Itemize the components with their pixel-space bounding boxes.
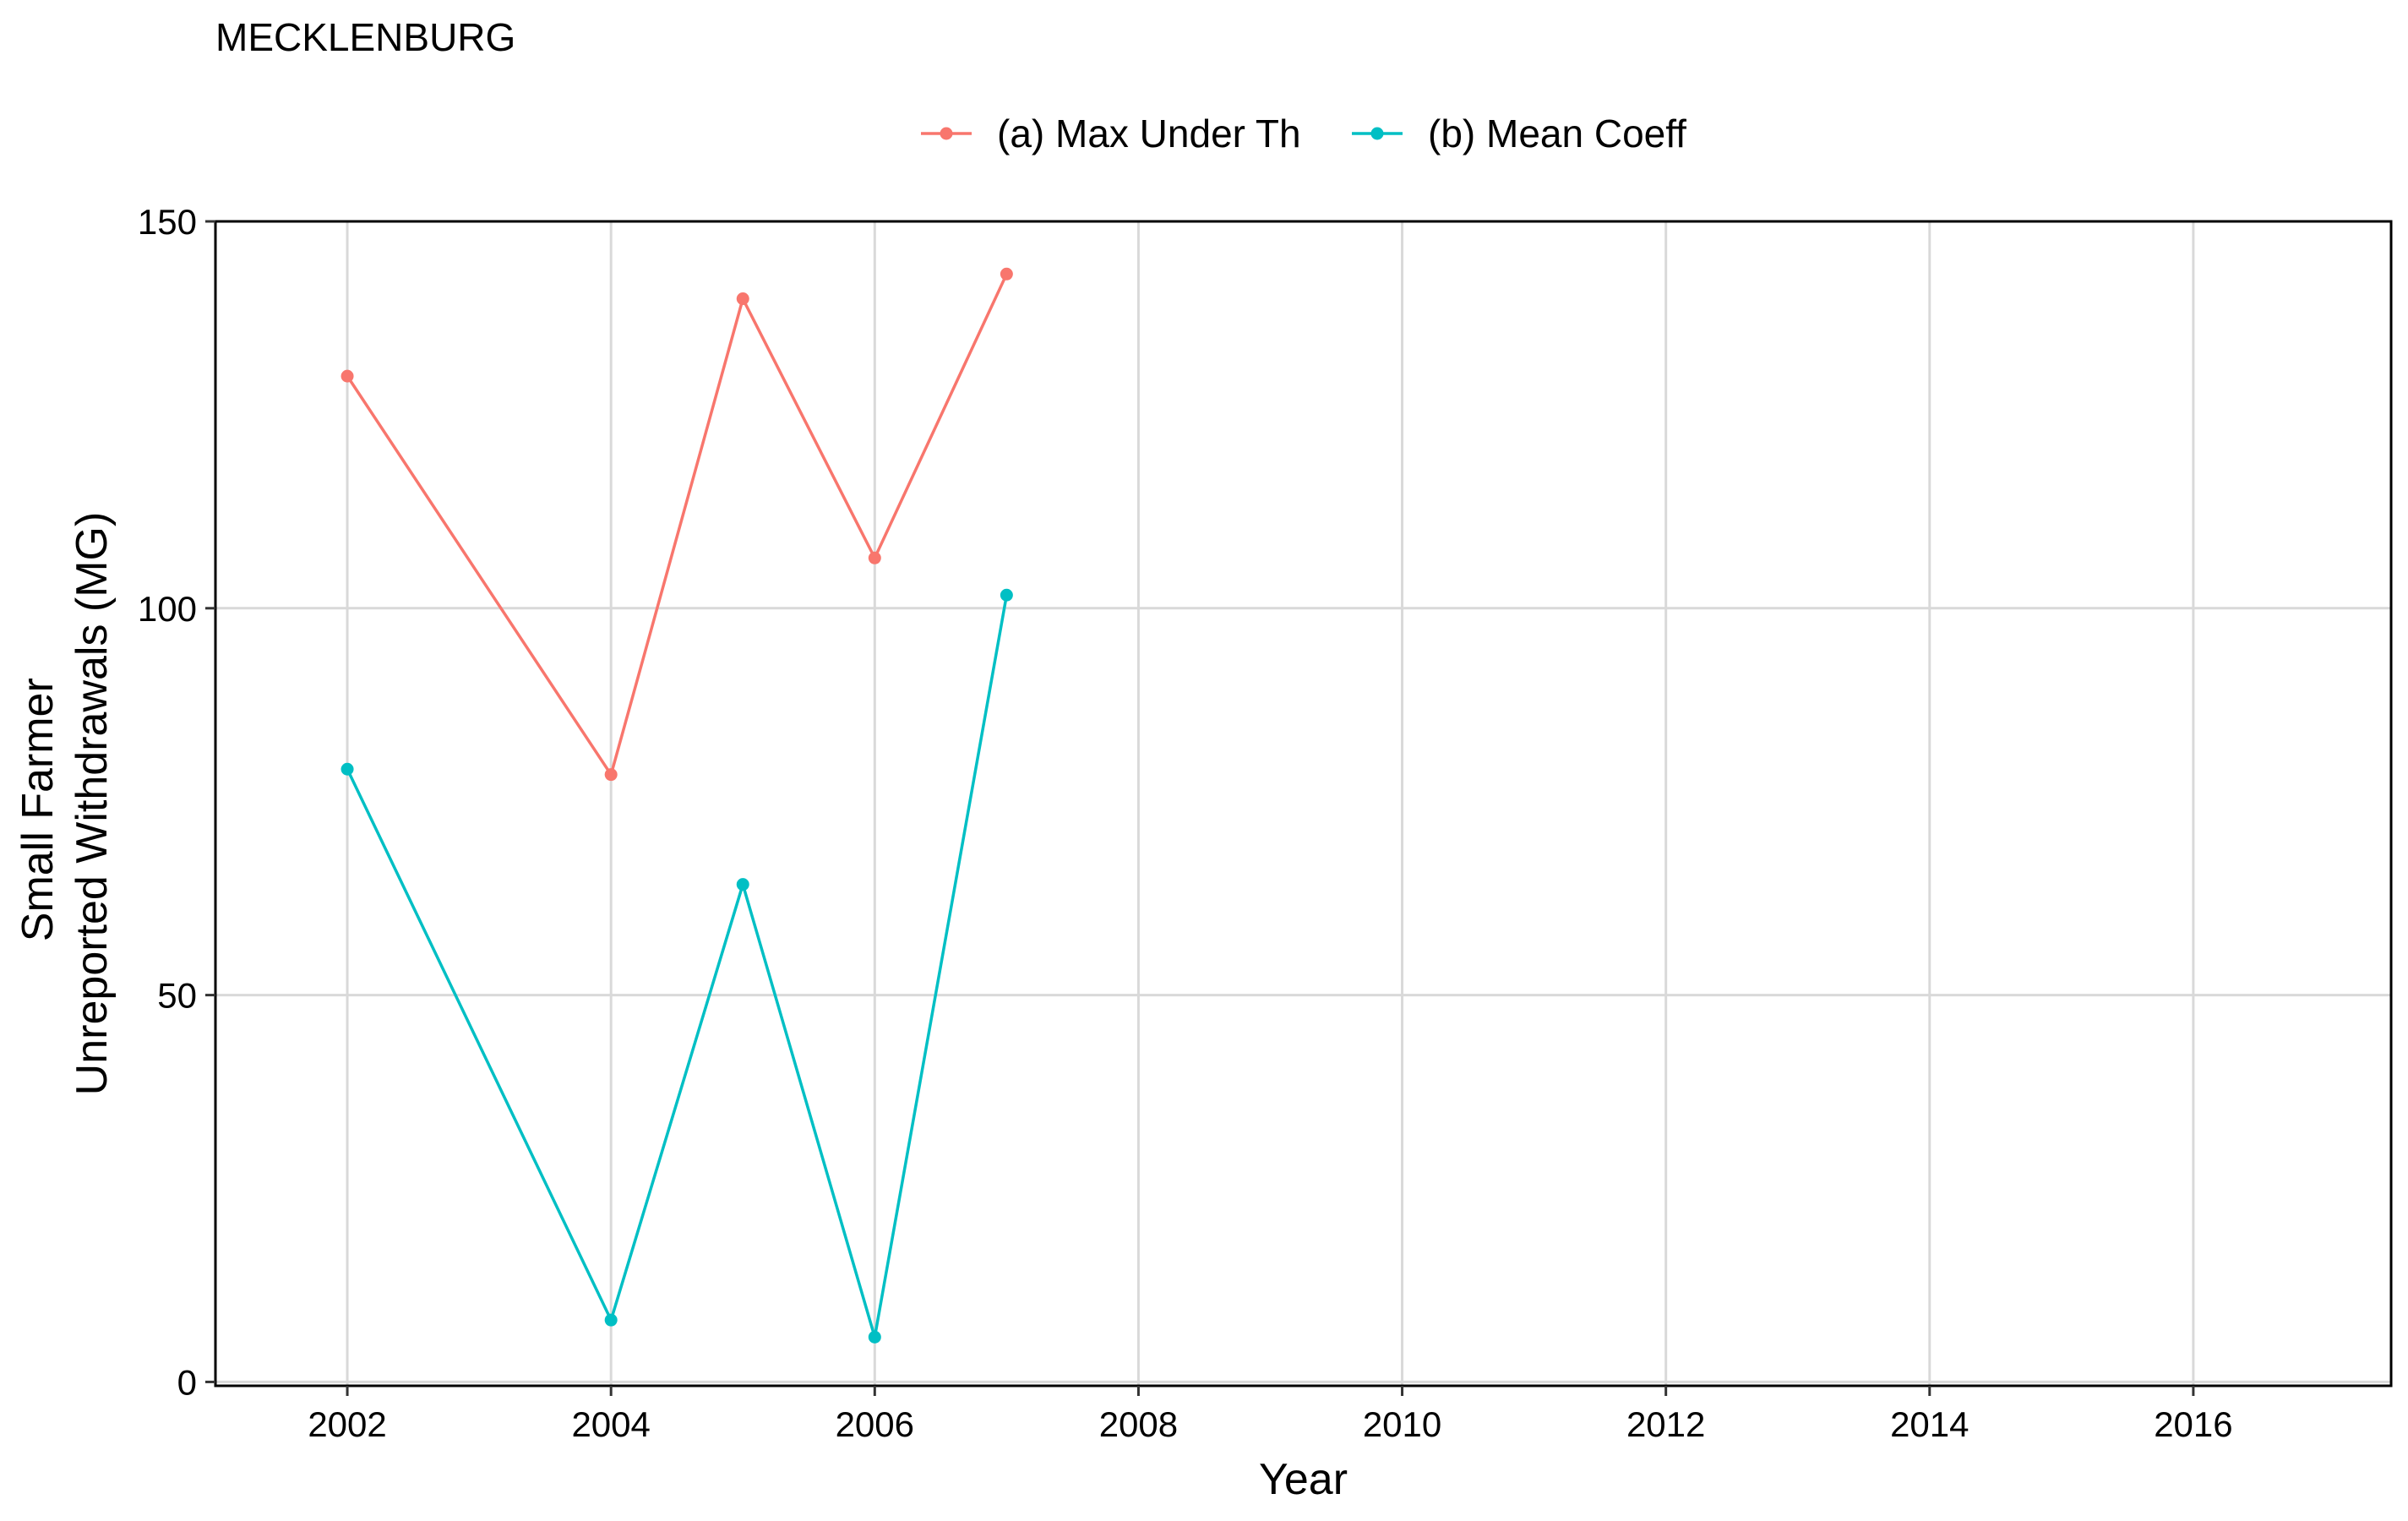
x-tick-label: 2010 [1363, 1404, 1441, 1444]
series-2 [340, 588, 1013, 1344]
y-axis-title-line-1: Small Farmer [14, 678, 63, 941]
data-point [1000, 267, 1013, 281]
y-tick-label: 150 [138, 202, 197, 242]
x-tick-label: 2014 [1890, 1404, 1969, 1444]
data-point [736, 878, 749, 891]
x-tick-label: 2004 [571, 1404, 650, 1444]
data-point [868, 1330, 881, 1344]
x-axis-title: Year [1259, 1455, 1348, 1504]
y-tick-label: 0 [177, 1362, 197, 1402]
y-tick-label: 100 [138, 589, 197, 629]
data-point [1000, 588, 1013, 602]
panel-border [214, 220, 2393, 1387]
y-axis-title: Small Farmer Unreported Withdrawals (MG) [14, 512, 117, 1096]
x-axis: 2002 2004 2006 2008 2010 2012 2014 2016 [308, 1386, 2233, 1444]
x-tick-label: 2008 [1099, 1404, 1178, 1444]
data-point [736, 292, 749, 306]
data-point [868, 551, 881, 564]
legend-key-point [940, 127, 953, 140]
x-tick-label: 2002 [308, 1404, 386, 1444]
data-point [604, 768, 618, 782]
legend-entry-1: (a) Max Under Th [921, 112, 1301, 155]
series-layer [340, 267, 1013, 1344]
data-point [340, 762, 354, 776]
data-point [340, 369, 354, 383]
data-point [604, 1313, 618, 1327]
x-tick-label: 2006 [836, 1404, 914, 1444]
legend-label: (b) Mean Coeff [1428, 112, 1686, 155]
y-axis: 0 50 100 150 [138, 202, 215, 1402]
legend: (a) Max Under Th (b) Mean Coeff [921, 112, 1686, 155]
legend-key-point [1370, 127, 1384, 140]
series-1 [340, 267, 1013, 782]
x-tick-label: 2016 [2154, 1404, 2232, 1444]
chart-title: MECKLENBURG [215, 15, 515, 59]
y-axis-title-line-2: Unreported Withdrawals (MG) [68, 512, 117, 1096]
y-tick-label: 50 [157, 976, 197, 1016]
x-tick-label: 2012 [1626, 1404, 1705, 1444]
legend-label: (a) Max Under Th [997, 112, 1301, 155]
legend-entry-2: (b) Mean Coeff [1352, 112, 1686, 155]
